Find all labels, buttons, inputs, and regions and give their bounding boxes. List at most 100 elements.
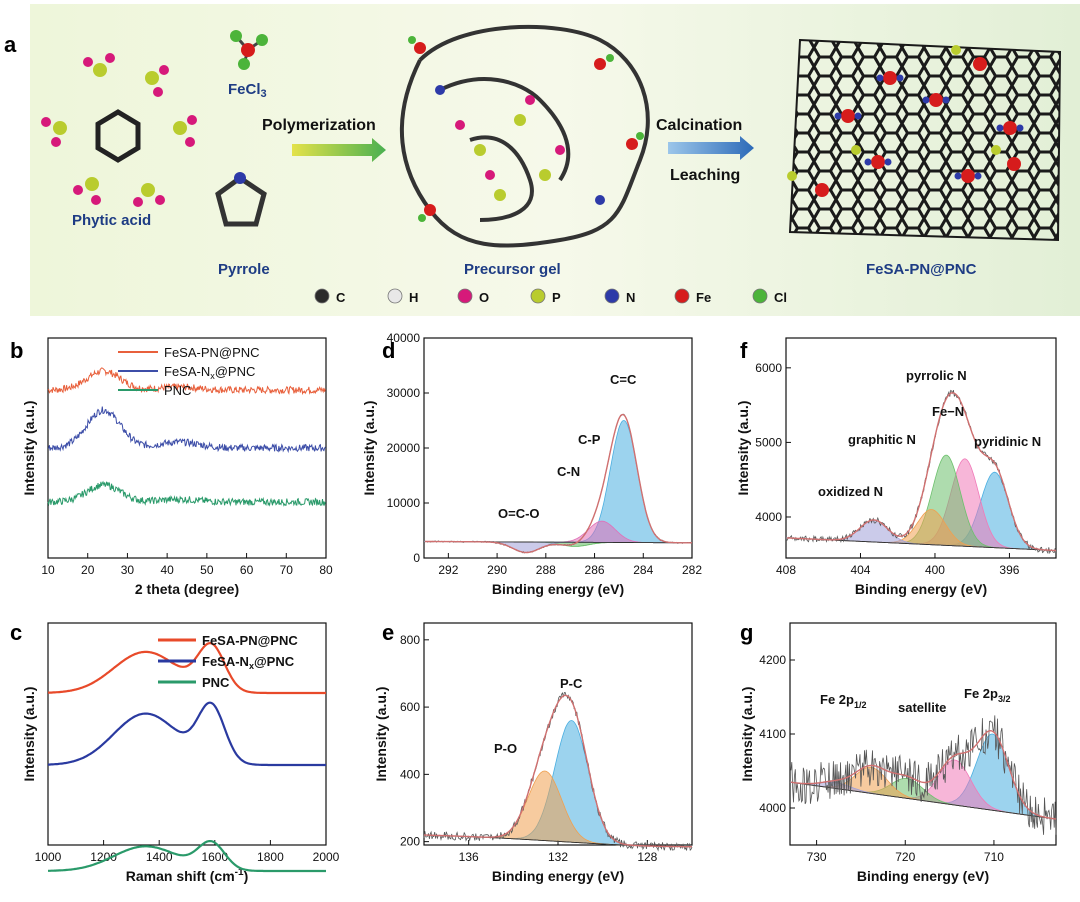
- x-axis-title: Binding energy (eV): [492, 581, 624, 597]
- chart-panel-b: b 10 20 30 40 50 60 70 80 2 theta (degree) Intensi…: [10, 337, 333, 597]
- precursor-gel-network: [399, 24, 650, 248]
- y-tick-label: 4000: [755, 510, 782, 524]
- peak-label-fe-n: Fe−N: [932, 404, 964, 419]
- calcination-arrow: [668, 136, 754, 160]
- legend-label: PNC: [202, 675, 230, 690]
- product-label: FeSA-PN@PNC: [866, 261, 977, 278]
- raw-spectrum: [424, 413, 693, 554]
- atom-legend-swatch-fe: [674, 288, 690, 304]
- calcination-label: Calcination: [656, 117, 742, 134]
- x-tick-label: 80: [319, 563, 333, 577]
- fitted-peak: [789, 733, 1057, 820]
- atom-legend-label-n: N: [626, 290, 635, 305]
- fitted-peak: [789, 759, 1057, 820]
- pyrrole-molecule: [215, 172, 267, 227]
- peak-label-graphitic-n: graphitic N: [848, 432, 916, 447]
- atom-legend-swatch-p: [530, 288, 546, 304]
- y-axis-title: Intensity (a.u.): [361, 401, 377, 496]
- fitted-envelope: [423, 694, 692, 848]
- raw-spectrum: [790, 715, 1057, 835]
- legend-label: FeSA-PN@PNC: [202, 633, 298, 648]
- panel-label-b: b: [10, 338, 23, 363]
- fitted-peak: [423, 720, 692, 848]
- x-axis-title: Binding energy (eV): [492, 868, 624, 884]
- fitted-peak: [789, 766, 1057, 820]
- chart-panel-g: g 730 720 710 4000 4100 4200 Binding energy (eV…: [739, 620, 1057, 884]
- y-tick-label: 600: [400, 700, 420, 714]
- x-tick-label: 400: [925, 563, 945, 577]
- atom-legend-swatch-o: [457, 288, 473, 304]
- peak-label-p-c: P-C: [560, 676, 583, 691]
- leaching-label: Leaching: [670, 167, 740, 184]
- series-line: [47, 406, 326, 454]
- y-tick-label: 0: [413, 551, 420, 565]
- chart-panel-d: d 292 290 288 286 284 282 0 10000 20000 30000 40000…: [361, 331, 702, 597]
- peak-label-p-o: P-O: [494, 741, 517, 756]
- fitted-peak: [789, 781, 1057, 820]
- fitted-peak: [424, 420, 692, 544]
- panel-label-c: c: [10, 620, 22, 645]
- raw-spectrum: [786, 389, 1057, 555]
- precursor-gel-atoms: [408, 36, 644, 222]
- y-tick-label: 10000: [387, 496, 421, 510]
- plot-frame: [47, 337, 327, 559]
- phytic-acid-label: Phytic acid: [72, 212, 151, 229]
- x-tick-label: 10: [41, 563, 55, 577]
- x-tick-label: 1800: [257, 850, 284, 864]
- x-axis-title: Binding energy (eV): [857, 868, 989, 884]
- atom-legend-label-h: H: [409, 290, 418, 305]
- atom-legend: C H O P N Fe Cl: [314, 288, 787, 305]
- plot-frame: [47, 622, 327, 846]
- x-tick-label: 70: [280, 563, 294, 577]
- y-axis-title: Intensity (a.u.): [21, 687, 37, 782]
- peak-label-c-c: C=C: [610, 372, 637, 387]
- x-tick-label: 408: [776, 563, 796, 577]
- x-tick-label: 60: [240, 563, 254, 577]
- x-tick-label: 396: [999, 563, 1019, 577]
- x-axis-title: Raman shift (cm-1): [126, 867, 249, 884]
- baseline: [423, 834, 692, 848]
- x-tick-label: 286: [585, 563, 605, 577]
- baseline: [424, 541, 692, 544]
- peak-label-o-c-o: O=C-O: [498, 506, 540, 521]
- fesa-pn-pnc-sheet: [787, 38, 1062, 242]
- x-tick-label: 2000: [313, 850, 340, 864]
- series-line: [47, 367, 326, 396]
- fitted-envelope: [424, 413, 692, 554]
- y-tick-label: 30000: [387, 386, 421, 400]
- fitted-peak: [786, 519, 1056, 551]
- plot-frame: [423, 622, 693, 846]
- panel-label-e: e: [382, 620, 394, 645]
- x-tick-label: 20: [81, 563, 95, 577]
- polymerization-arrow: [292, 138, 386, 162]
- series-line: [48, 840, 326, 873]
- x-tick-label: 132: [548, 850, 568, 864]
- baseline: [786, 537, 1056, 551]
- fitted-envelope: [786, 392, 1056, 552]
- peak-label-satellite: satellite: [898, 700, 946, 715]
- panel-label-a: a: [4, 32, 17, 57]
- panel-label-g: g: [740, 620, 753, 645]
- fitted-peak: [423, 770, 692, 848]
- peak-label-pyrrolic-n: pyrrolic N: [906, 368, 967, 383]
- x-tick-label: 1000: [35, 850, 62, 864]
- fitted-peak: [786, 509, 1056, 551]
- x-tick-label: 720: [895, 850, 915, 864]
- atom-legend-label-o: O: [479, 290, 489, 305]
- x-tick-label: 1600: [201, 850, 228, 864]
- y-tick-label: 800: [400, 633, 420, 647]
- fecl3-label: FeCl3: [228, 81, 267, 100]
- y-axis-title: Intensity (a.u.): [739, 687, 755, 782]
- x-tick-label: 128: [637, 850, 657, 864]
- fitted-peak: [424, 520, 692, 544]
- peak-label-pyridinic-n: pyridinic N: [974, 434, 1041, 449]
- y-tick-label: 4000: [759, 801, 786, 815]
- fitted-peak: [424, 541, 692, 553]
- peak-label-c-p: C-P: [578, 432, 601, 447]
- peak-label-c-n: C-N: [557, 464, 580, 479]
- y-tick-label: 4100: [759, 727, 786, 741]
- plot-frame: [789, 622, 1057, 846]
- polymerization-label: Polymerization: [262, 117, 376, 134]
- x-tick-label: 136: [459, 850, 479, 864]
- atom-legend-swatch-n: [604, 288, 620, 304]
